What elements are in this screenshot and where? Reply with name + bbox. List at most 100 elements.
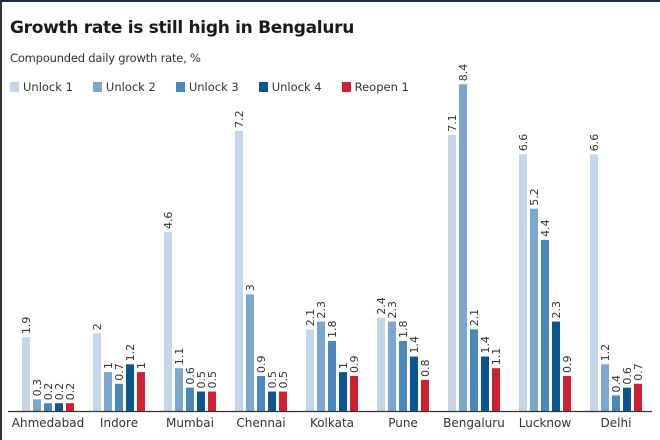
bar bbox=[186, 387, 194, 411]
legend-item-unlock-4: Unlock 4 bbox=[258, 80, 322, 94]
bar bbox=[306, 329, 314, 411]
data-label: 0.5 bbox=[206, 371, 219, 389]
data-label: 7.2 bbox=[233, 110, 246, 128]
data-label: 8.4 bbox=[457, 64, 470, 82]
category-label: Chennai bbox=[236, 416, 285, 430]
data-label: 1 bbox=[135, 362, 148, 369]
legend-item-unlock-1: Unlock 1 bbox=[10, 80, 73, 94]
data-label: 1.2 bbox=[124, 344, 137, 362]
data-label: 6.6 bbox=[517, 134, 530, 152]
bar bbox=[421, 379, 429, 411]
data-label: 2.1 bbox=[304, 309, 317, 327]
data-label: 0.9 bbox=[561, 355, 574, 373]
data-label: 0.4 bbox=[610, 375, 623, 393]
data-label: 0.9 bbox=[255, 355, 268, 373]
bar bbox=[601, 364, 609, 411]
data-label: 2.1 bbox=[468, 309, 481, 327]
data-label: 0.6 bbox=[184, 367, 197, 385]
data-label: 1.4 bbox=[408, 336, 421, 354]
data-label: 1 bbox=[102, 362, 115, 369]
data-label: 0.2 bbox=[64, 383, 77, 401]
data-label: 5.2 bbox=[528, 188, 541, 206]
bar bbox=[22, 337, 30, 411]
data-label: 4.6 bbox=[162, 212, 175, 230]
legend-item-reopen-1: Reopen 1 bbox=[341, 80, 409, 94]
data-label: 1.1 bbox=[490, 348, 503, 366]
bar bbox=[104, 372, 112, 411]
bar bbox=[93, 333, 101, 411]
data-label: 0.6 bbox=[621, 367, 634, 385]
data-label: 7.1 bbox=[446, 114, 459, 132]
data-label: 1 bbox=[337, 362, 350, 369]
legend-swatch bbox=[258, 82, 268, 92]
data-label: 1.8 bbox=[326, 320, 339, 338]
legend-swatch bbox=[10, 82, 19, 92]
legend-swatch bbox=[341, 82, 351, 92]
bar-group: 7.1 8.4 2.1 1.41.1 Bengaluru bbox=[443, 64, 505, 430]
bar bbox=[115, 383, 123, 411]
bar bbox=[612, 395, 620, 411]
data-label: 0.5 bbox=[195, 371, 208, 389]
bar bbox=[66, 403, 74, 411]
bar bbox=[55, 403, 63, 411]
data-label: 0.7 bbox=[632, 363, 645, 381]
bar bbox=[268, 391, 276, 411]
bar-group: 2.12.31.8 10.9 Kolkata bbox=[304, 301, 361, 430]
data-label: 0.2 bbox=[42, 383, 55, 401]
legend-swatch bbox=[175, 82, 185, 92]
bar bbox=[519, 154, 527, 411]
chart-title: Growth rate is still high in Bengaluru bbox=[10, 18, 355, 38]
bar bbox=[44, 403, 52, 411]
category-label: Lucknow bbox=[519, 416, 572, 430]
category-label: Delhi bbox=[601, 416, 632, 430]
bar bbox=[350, 375, 358, 411]
legend: Unlock 1 Unlock 2 Unlock 3 Unlock 4 Reop… bbox=[10, 80, 429, 94]
bar bbox=[246, 294, 254, 411]
legend-label: Reopen 1 bbox=[354, 80, 409, 94]
bar bbox=[339, 372, 347, 411]
category-label: Bengaluru bbox=[443, 416, 505, 430]
bar bbox=[530, 208, 538, 411]
data-label: 0.7 bbox=[113, 363, 126, 381]
legend-item-unlock-2: Unlock 2 bbox=[92, 80, 156, 94]
bar bbox=[590, 154, 598, 411]
category-label: Pune bbox=[388, 416, 418, 430]
bar bbox=[492, 368, 500, 411]
bar bbox=[257, 375, 265, 411]
data-label: 1.1 bbox=[173, 348, 186, 366]
bar bbox=[126, 364, 134, 411]
bar-group: 6.6 5.2 4.4 2.3 0.9 Lucknow bbox=[517, 134, 574, 430]
legend-label: Unlock 4 bbox=[271, 80, 322, 94]
data-label: 1.4 bbox=[479, 336, 492, 354]
bar bbox=[470, 329, 478, 411]
data-label: 0.2 bbox=[53, 383, 66, 401]
data-label: 0.3 bbox=[31, 379, 44, 397]
data-label: 1.9 bbox=[20, 317, 33, 335]
data-label: 2.4 bbox=[375, 297, 388, 315]
legend-label: Unlock 3 bbox=[188, 80, 239, 94]
bar bbox=[208, 391, 216, 411]
bar bbox=[197, 391, 205, 411]
bar bbox=[388, 321, 396, 411]
bar bbox=[410, 356, 418, 411]
data-label: 0.5 bbox=[277, 371, 290, 389]
category-label: Ahmedabad bbox=[12, 416, 84, 430]
data-label: 3 bbox=[244, 284, 257, 291]
bar bbox=[137, 372, 145, 411]
bar-group: 2.42.31.81.4 0.8 Pune bbox=[375, 297, 432, 430]
legend-swatch bbox=[92, 82, 102, 92]
bar bbox=[279, 391, 287, 411]
bar bbox=[33, 399, 41, 411]
bar bbox=[563, 375, 571, 411]
chart-subtitle: Compounded daily growth rate, % bbox=[10, 51, 201, 65]
data-label: 0.9 bbox=[348, 355, 361, 373]
legend-item-unlock-3: Unlock 3 bbox=[175, 80, 239, 94]
bar bbox=[164, 232, 172, 411]
bar bbox=[175, 368, 183, 411]
bar bbox=[481, 356, 489, 411]
bar bbox=[634, 383, 642, 411]
